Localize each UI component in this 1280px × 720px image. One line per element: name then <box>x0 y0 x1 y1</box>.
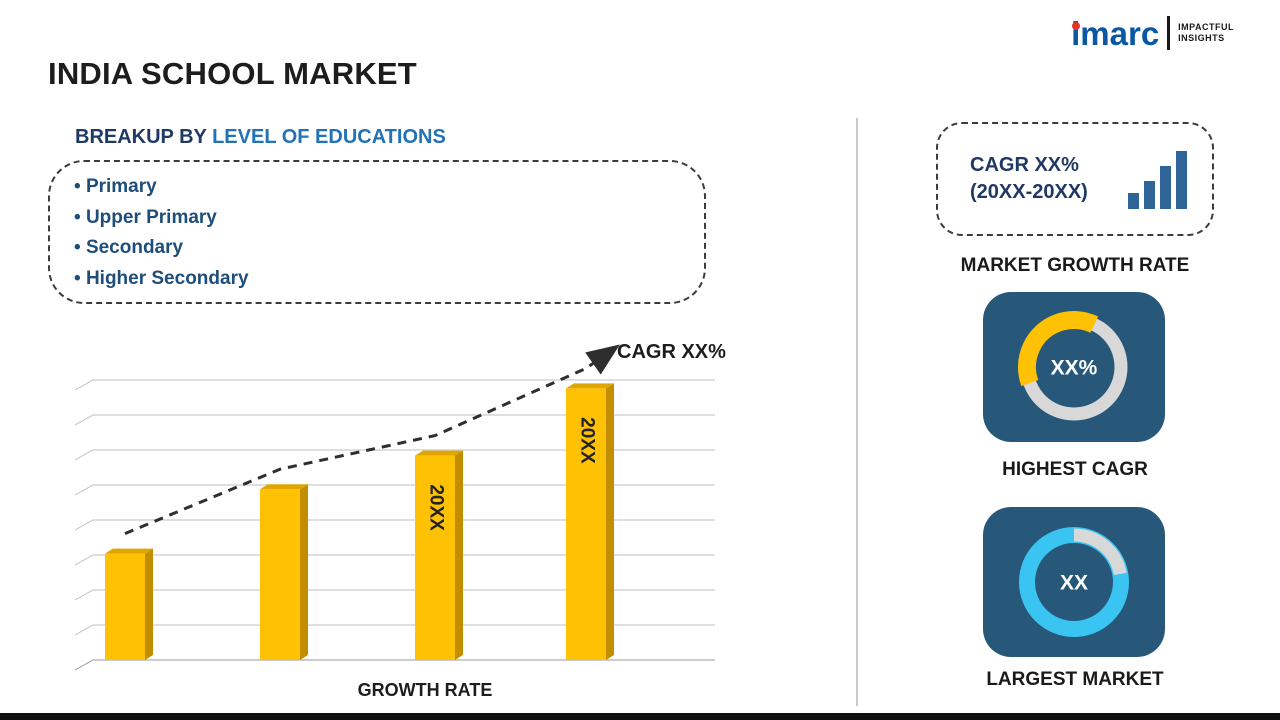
donut-chart-largest-market: XX <box>1019 527 1129 637</box>
gridline <box>74 589 715 601</box>
column-divider <box>856 118 858 706</box>
section-subtitle: BREAKUP BY LEVEL OF EDUCATIONS <box>75 126 446 149</box>
bar-top-face <box>105 548 153 554</box>
bar-chart-icon <box>1128 151 1187 209</box>
cagr-box-line1: CAGR XX% <box>970 154 1079 176</box>
imarc-logo: imarc IMPACTFUL INSIGHTS <box>1071 16 1234 50</box>
list-item: Upper Primary <box>74 203 704 234</box>
logo-divider <box>1167 16 1171 50</box>
subtitle-highlight: LEVEL OF EDUCATIONS <box>212 126 446 148</box>
gridline <box>74 519 715 531</box>
largest-market-value: XX <box>1060 572 1088 595</box>
largest-market-label: LARGEST MARKET <box>986 669 1164 690</box>
bar-side-face <box>606 383 614 660</box>
bar-label: 20XX <box>426 484 447 531</box>
breakup-list: Primary Upper Primary Secondary Higher S… <box>74 172 704 294</box>
gridline <box>74 659 715 671</box>
gridline <box>74 414 715 426</box>
bar-side-face <box>145 548 153 660</box>
bar-label: 20XX <box>577 417 598 464</box>
bar-side-face <box>300 484 308 660</box>
list-item: Higher Secondary <box>74 264 704 295</box>
list-item: Secondary <box>74 233 704 264</box>
growth-bar-chart: 20XX 20XX <box>63 338 723 673</box>
donut-chart-highest-cagr: XX% <box>1018 311 1130 423</box>
logo-red-dot-icon <box>1072 21 1081 30</box>
gridline <box>74 624 715 636</box>
cagr-box-text: CAGR XX% (20XX-20XX) <box>970 152 1088 206</box>
cagr-box-line2: (20XX-20XX) <box>970 181 1088 203</box>
highest-cagr-label: HIGHEST CAGR <box>1002 459 1148 480</box>
logo-tagline-line2: INSIGHTS <box>1178 33 1225 43</box>
bar <box>105 553 145 660</box>
bar-top-face <box>260 484 308 490</box>
page-title: INDIA SCHOOL MARKET <box>48 56 417 91</box>
highest-cagr-card: XX% <box>983 292 1165 442</box>
imarc-logo-text: imarc <box>1071 17 1159 50</box>
largest-market-card: XX <box>983 507 1165 657</box>
market-growth-rate-label: MARKET GROWTH RATE <box>960 255 1190 276</box>
cagr-dashed-box: CAGR XX% (20XX-20XX) <box>936 122 1214 236</box>
cagr-annotation: CAGR XX% <box>617 341 726 363</box>
bar-top-face <box>415 450 463 456</box>
breakup-list-box: Primary Upper Primary Secondary Higher S… <box>48 160 706 304</box>
bar-side-face <box>455 450 463 660</box>
bar <box>566 388 606 660</box>
x-axis-label: GROWTH RATE <box>357 680 493 700</box>
trend-arrow <box>124 344 620 535</box>
bar <box>260 489 300 660</box>
gridline <box>74 379 715 391</box>
subtitle-prefix: BREAKUP BY <box>75 126 213 148</box>
bar <box>415 455 455 660</box>
list-item: Primary <box>74 172 704 203</box>
bottom-accent-bar <box>0 713 1280 720</box>
logo-tagline: IMPACTFUL INSIGHTS <box>1178 22 1234 44</box>
gridline <box>74 554 715 566</box>
logo-tagline-line1: IMPACTFUL <box>1178 22 1234 32</box>
highest-cagr-value: XX% <box>1051 357 1098 380</box>
gridline <box>74 449 715 461</box>
gridline <box>74 484 715 496</box>
growth-bar-chart-svg: 20XX 20XX <box>74 344 715 671</box>
logo-brand-label: imarc <box>1071 14 1160 52</box>
bar-top-face <box>566 383 614 389</box>
